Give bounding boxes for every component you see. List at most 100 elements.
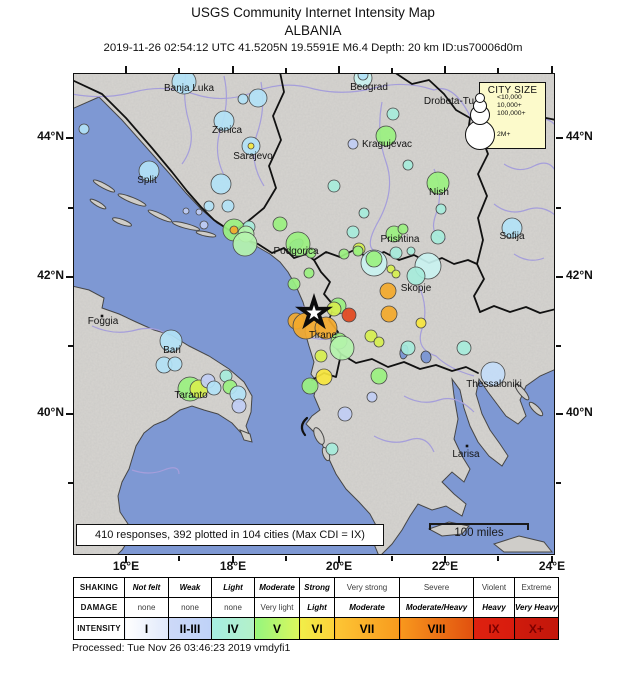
legend-cell-intensity: I — [124, 617, 169, 640]
legend-cell-damage: none — [211, 597, 255, 618]
lon-axis-tick-bottom — [444, 556, 446, 563]
intensity-report-circle — [203, 200, 215, 212]
intensity-report-circle — [248, 88, 268, 108]
intensity-report-circle — [430, 229, 446, 245]
intensity-report-circle — [199, 220, 209, 230]
intensity-report-circle — [357, 74, 369, 81]
lon-axis-label: 20°E — [325, 559, 353, 573]
intensity-report-circle — [400, 340, 416, 356]
city-size-legend-title: CITY SIZE — [487, 85, 538, 96]
city-label: Taranto — [174, 390, 208, 401]
lon-axis-tick-bottom — [125, 556, 127, 563]
city-size-legend: CITY SIZE <10,000 10,000+ 100,000+ 2M+ — [465, 82, 546, 150]
legend-cell-intensity: VI — [299, 617, 335, 640]
legend-cell-damage: Heavy — [473, 597, 515, 618]
legend-cell-damage: Light — [299, 597, 335, 618]
intensity-report-circles — [78, 74, 523, 456]
legend-row-label: DAMAGE — [73, 597, 125, 618]
intensity-report-circle — [182, 207, 190, 215]
legend-cell-shaking: Moderate — [254, 577, 300, 598]
intensity-report-circle — [386, 107, 400, 121]
lon-axis-tick-top — [338, 66, 340, 73]
city-label: Sarajevo — [233, 151, 273, 162]
intensity-report-circle — [415, 317, 427, 329]
intensity-report-circle — [247, 142, 255, 150]
lon-axis-tick-top — [551, 66, 553, 73]
intensity-report-circle — [391, 269, 401, 279]
intensity-report-circle — [480, 361, 506, 387]
intensity-report-circle — [195, 208, 203, 216]
intensity-report-circle — [402, 159, 414, 171]
scale-bar-left-cap — [429, 523, 431, 530]
intensity-report-circle — [337, 406, 353, 422]
intensity-report-circle — [346, 225, 360, 239]
city-label: Skopje — [401, 283, 432, 294]
lon-axis-tick-top — [444, 66, 446, 73]
lon-axis-tick-bottom — [391, 556, 393, 561]
event-details-line: 2019-11-26 02:54:12 UTC 41.5205N 19.5591… — [103, 42, 523, 54]
city-size-circle — [475, 93, 485, 103]
legend-cell-shaking: Weak — [168, 577, 212, 598]
lon-axis-label: 24°E — [538, 559, 566, 573]
intensity-report-circle — [159, 329, 183, 353]
lat-axis-tick-left — [68, 207, 73, 209]
intensity-report-circle — [287, 277, 301, 291]
intensity-report-circle — [314, 349, 328, 363]
scale-bar-line — [429, 523, 529, 525]
city-label: Beograd — [350, 82, 388, 93]
city-size-label: 10,000+ — [497, 102, 522, 109]
lon-axis-tick-bottom — [551, 556, 553, 563]
intensity-report-circle — [305, 247, 317, 259]
lat-axis-tick-right — [556, 345, 561, 347]
lon-axis-tick-bottom — [178, 556, 180, 561]
intensity-report-circle — [78, 123, 90, 135]
intensity-report-circle — [303, 267, 315, 279]
intensity-report-circle — [285, 231, 311, 257]
lon-axis-label: 16°E — [112, 559, 140, 573]
lon-axis-label: 22°E — [431, 559, 459, 573]
city-label: Split — [137, 175, 157, 186]
legend-cell-damage: Moderate/Heavy — [399, 597, 474, 618]
scale-bar-right-cap — [527, 523, 529, 530]
intensity-report-circle — [237, 93, 249, 105]
lon-axis-label: 18°E — [219, 559, 247, 573]
intensity-report-circle — [231, 398, 247, 414]
intensity-report-circle — [352, 245, 364, 257]
legend-cell-damage: none — [124, 597, 169, 618]
legend-cell-intensity: X+ — [514, 617, 559, 640]
city-labels: Banja Luka Zenica Sarajevo Split Beograd Drob… — [88, 82, 525, 460]
legend-cell-damage: Very light — [254, 597, 300, 618]
city-label: Banja Luka — [164, 83, 214, 94]
islands — [89, 179, 554, 553]
legend-cell-intensity: V — [254, 617, 300, 640]
intensity-report-circle — [341, 307, 357, 323]
lat-axis-tick-left — [68, 345, 73, 347]
lon-axis-tick-bottom — [497, 556, 499, 561]
intensity-report-circle — [232, 231, 258, 257]
intensity-report-circle — [325, 442, 339, 456]
city-label: Larisa — [452, 449, 480, 460]
responses-summary-box: 410 responses, 392 plotted in 104 cities… — [76, 524, 384, 546]
legend-row-label: INTENSITY — [73, 617, 125, 640]
intensity-report-circle — [406, 246, 416, 256]
city-size-label: 100,000+ — [497, 110, 526, 117]
legend-cell-intensity: IV — [211, 617, 255, 640]
intensity-report-circle — [456, 340, 472, 356]
event-region-title: ALBANIA — [284, 23, 342, 38]
intensity-report-circle — [315, 368, 333, 386]
legend-cell-damage: Moderate — [334, 597, 400, 618]
lon-axis-tick-top — [232, 66, 234, 73]
map-scale-bar: 100 miles — [429, 523, 529, 539]
city-dot — [465, 444, 469, 448]
lat-axis-tick-left — [66, 413, 73, 415]
intensity-report-circle — [221, 199, 235, 213]
lat-axis-label-left: 42°N — [37, 268, 64, 282]
intensity-report-circle — [210, 173, 232, 195]
intensity-report-circle — [138, 160, 160, 182]
intensity-report-circle — [301, 377, 319, 395]
city-label: Sofija — [499, 231, 524, 242]
legend-cell-shaking: Light — [211, 577, 255, 598]
lat-axis-label-right: 42°N — [566, 268, 593, 282]
intensity-report-circle — [435, 203, 447, 215]
